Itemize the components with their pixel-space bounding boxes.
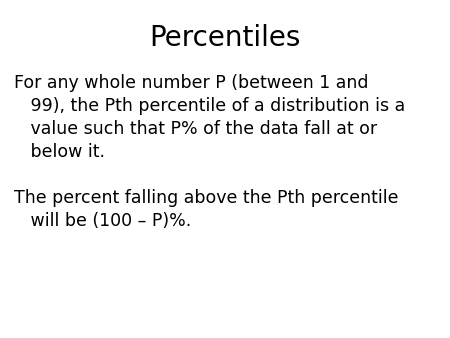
Text: Percentiles: Percentiles (149, 24, 301, 52)
Text: For any whole number P (between 1 and
   99), the Pth percentile of a distributi: For any whole number P (between 1 and 99… (14, 74, 405, 161)
Text: The percent falling above the Pth percentile
   will be (100 – P)%.: The percent falling above the Pth percen… (14, 189, 398, 230)
